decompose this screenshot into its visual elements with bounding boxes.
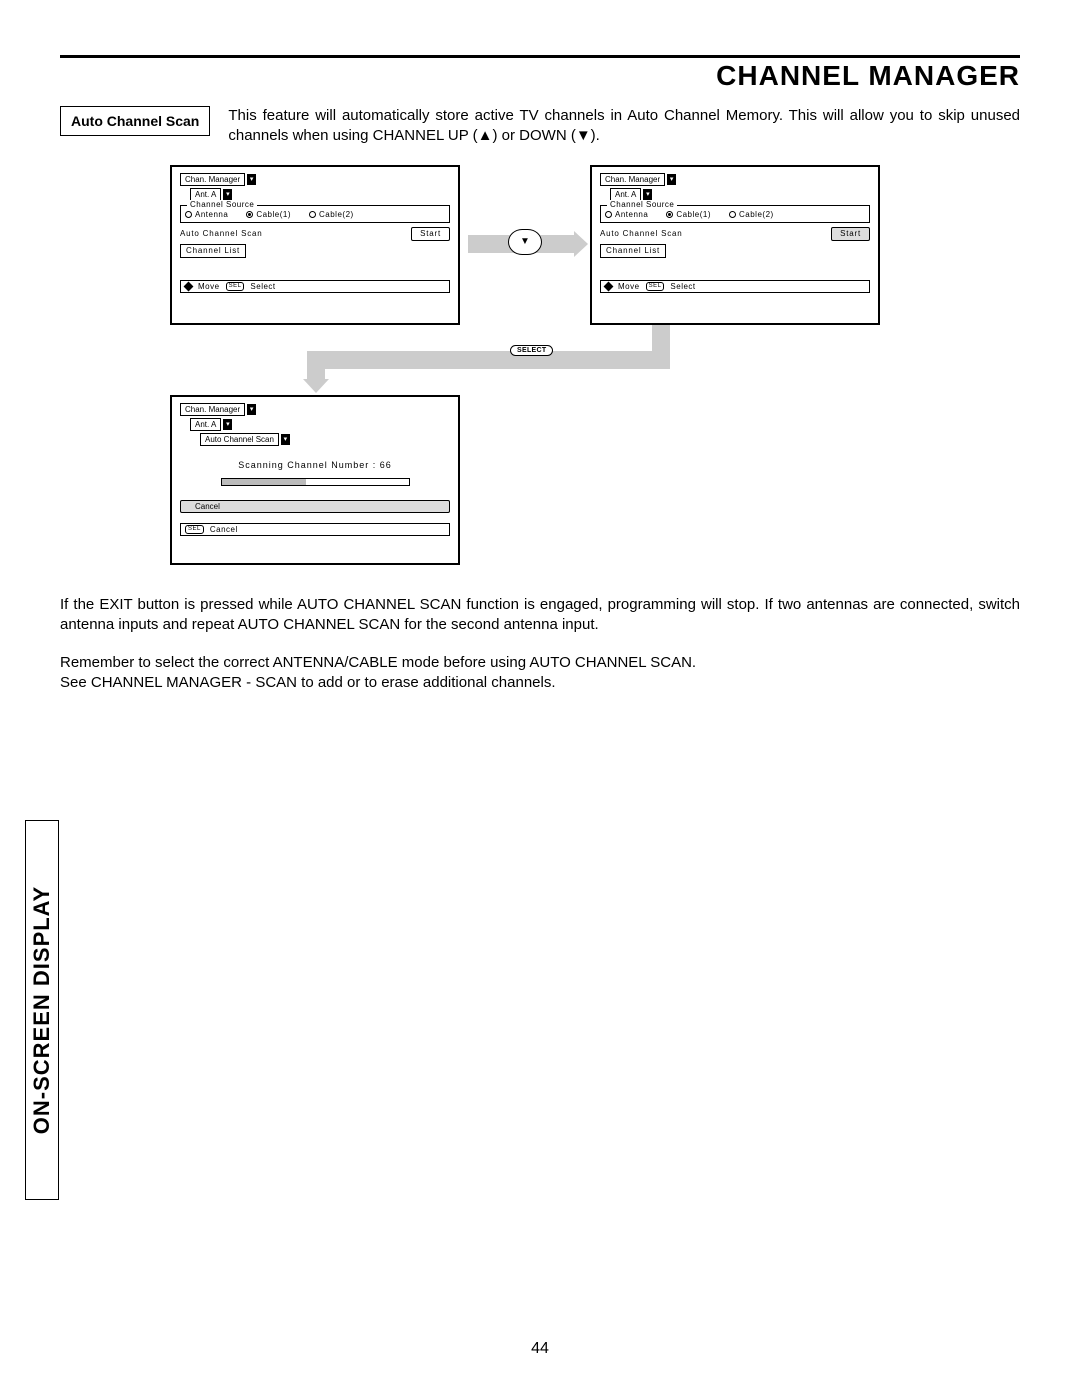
section-label: Auto Channel Scan <box>60 106 210 136</box>
start-button-highlight[interactable]: Start <box>831 227 870 241</box>
move-icon <box>184 281 194 291</box>
chevron-down-icon: ▾ <box>247 174 256 185</box>
chevron-down-icon: ▾ <box>247 404 256 415</box>
flow-arrow-down-from-screen2 <box>652 325 670 360</box>
flow-arrow-down-to-screen3 <box>307 351 325 381</box>
menu-screen-1: Chan. Manager▾ Ant. A▾ Channel Source An… <box>170 165 460 325</box>
sel-icon: SEL <box>185 525 204 534</box>
remote-down-button: ▼ <box>508 229 542 255</box>
breadcrumb-chan-manager: Chan. Manager <box>180 173 245 186</box>
page-title: CHANNEL MANAGER <box>60 60 1020 92</box>
side-tab-label: ON-SCREEN DISPLAY <box>29 886 55 1134</box>
breadcrumb-chan-manager: Chan. Manager <box>180 403 245 416</box>
channel-list-item[interactable]: Channel List <box>180 244 246 258</box>
remote-select-button: SELECT <box>510 345 553 356</box>
start-button[interactable]: Start <box>411 227 450 241</box>
chevron-down-icon: ▾ <box>667 174 676 185</box>
radio-cable2[interactable]: Cable(2) <box>309 210 354 219</box>
menu-screen-2: Chan. Manager▾ Ant. A▾ Channel Source An… <box>590 165 880 325</box>
scanning-value: 66 <box>380 460 392 470</box>
channel-list-item[interactable]: Channel List <box>600 244 666 258</box>
radio-antenna[interactable]: Antenna <box>605 210 648 219</box>
scan-progress <box>221 478 410 486</box>
sel-icon: SEL <box>226 282 245 291</box>
sel-icon: SEL <box>646 282 665 291</box>
breadcrumb-auto-scan: Auto Channel Scan <box>200 433 279 446</box>
body-paragraph-2: Remember to select the correct ANTENNA/C… <box>60 653 1020 673</box>
header-rule <box>60 55 1020 58</box>
nav-footer: Move SEL Select <box>180 280 450 293</box>
chevron-down-icon: ▾ <box>223 419 232 430</box>
channel-source-legend: Channel Source <box>607 200 677 209</box>
radio-cable1[interactable]: Cable(1) <box>246 210 291 219</box>
nav-footer: SEL Cancel <box>180 523 450 536</box>
channel-source-legend: Channel Source <box>187 200 257 209</box>
diagram: Chan. Manager▾ Ant. A▾ Channel Source An… <box>60 155 1020 655</box>
breadcrumb-ant-a: Ant. A <box>190 418 221 431</box>
section-description: This feature will automatically store ac… <box>228 106 1020 147</box>
radio-cable1[interactable]: Cable(1) <box>666 210 711 219</box>
cancel-button[interactable]: Cancel <box>180 500 450 513</box>
auto-channel-scan-label: Auto Channel Scan <box>180 229 263 238</box>
breadcrumb-chan-manager: Chan. Manager <box>600 173 665 186</box>
channel-source-group: Channel Source Antenna Cable(1) Cable(2) <box>600 205 870 223</box>
auto-channel-scan-label: Auto Channel Scan <box>600 229 683 238</box>
radio-cable2[interactable]: Cable(2) <box>729 210 774 219</box>
flow-arrow-left <box>320 351 670 369</box>
scanning-label: Scanning Channel Number : <box>238 460 376 470</box>
side-tab: ON-SCREEN DISPLAY <box>25 820 59 1200</box>
move-icon <box>604 281 614 291</box>
chevron-down-icon: ▾ <box>643 189 652 200</box>
scan-progress-fill <box>222 479 306 485</box>
chevron-down-icon: ▾ <box>223 189 232 200</box>
channel-source-group: Channel Source Antenna Cable(1) Cable(2) <box>180 205 450 223</box>
chevron-down-icon: ▾ <box>281 434 290 445</box>
page-number: 44 <box>0 1340 1080 1358</box>
scanning-screen: Chan. Manager▾ Ant. A▾ Auto Channel Scan… <box>170 395 460 565</box>
body-paragraph-3: See CHANNEL MANAGER - SCAN to add or to … <box>60 673 1020 693</box>
radio-antenna[interactable]: Antenna <box>185 210 228 219</box>
nav-footer: Move SEL Select <box>600 280 870 293</box>
